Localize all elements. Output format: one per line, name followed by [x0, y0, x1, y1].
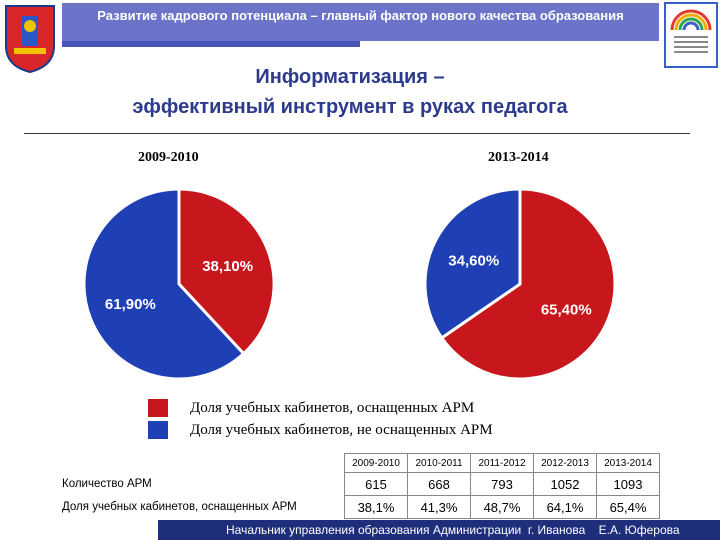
- table-row: Количество АРМ 615 668 793 1052 1093: [62, 472, 660, 496]
- table-cell: 41,3%: [407, 495, 471, 519]
- table-cell: 38,1%: [344, 495, 408, 519]
- footer-author-title: Начальник управления образования Админис…: [226, 523, 586, 537]
- table-cell: 48,7%: [470, 495, 534, 519]
- table-cell: 1093: [596, 472, 660, 496]
- table-cell: 64,1%: [533, 495, 597, 519]
- table-year: 2009-2010: [344, 453, 408, 473]
- footer-author-name: Е.А. Юферова: [598, 523, 680, 537]
- table-cell: 615: [344, 472, 408, 496]
- pie-slice: [177, 187, 276, 356]
- legend: Доля учебных кабинетов, оснащенных АРМ Д…: [148, 397, 493, 441]
- table-year: 2011-2012: [470, 453, 534, 473]
- header-stripe: [62, 41, 360, 47]
- table-cell: 668: [407, 472, 471, 496]
- stats-table: 2009-2010 2010-2011 2011-2012 2012-2013 …: [62, 453, 660, 519]
- pie-data-label: 38,10%: [202, 258, 253, 275]
- legend-swatch-equipped: [148, 399, 168, 417]
- title-line-1: Информатизация –: [255, 66, 445, 88]
- title-line-2: эффективный инструмент в руках педагога: [132, 96, 568, 118]
- header-title: Развитие кадрового потенциала – главный …: [97, 8, 624, 23]
- pie-data-label: 34,60%: [448, 253, 499, 270]
- table-year: 2010-2011: [407, 453, 471, 473]
- table-header-row: 2009-2010 2010-2011 2011-2012 2012-2013 …: [62, 453, 660, 473]
- legend-swatch-not-equipped: [148, 421, 168, 439]
- row-label: Количество АРМ: [62, 478, 152, 490]
- table-year: 2012-2013: [533, 453, 597, 473]
- pie-data-label: 65,40%: [541, 301, 592, 318]
- table-cell: 793: [470, 472, 534, 496]
- legend-label-not-equipped: Доля учебных кабинетов, не оснащенных АР…: [190, 421, 493, 438]
- table-cell: 65,4%: [596, 495, 660, 519]
- pie-slice: [82, 187, 246, 381]
- education-logo-icon: [664, 2, 718, 68]
- row-label: Доля учебных кабинетов, оснащенных АРМ: [62, 501, 297, 513]
- footer: Начальник управления образования Админис…: [158, 520, 720, 540]
- pie-title-2013: 2013-2014: [488, 150, 549, 165]
- title-divider: [24, 133, 690, 134]
- pie-title-2009: 2009-2010: [138, 150, 199, 165]
- pie-slice: [439, 187, 617, 381]
- pie-slice: [423, 187, 522, 340]
- legend-label-equipped: Доля учебных кабинетов, оснащенных АРМ: [190, 399, 475, 416]
- table-cell: 1052: [533, 472, 597, 496]
- page-title: Информатизация – эффективный инструмент …: [40, 62, 660, 122]
- table-corner: [62, 454, 345, 473]
- table-row: Доля учебных кабинетов, оснащенных АРМ 3…: [62, 495, 660, 519]
- table-year: 2013-2014: [596, 453, 660, 473]
- pie-data-label: 61,90%: [105, 296, 156, 313]
- legend-item-equipped: Доля учебных кабинетов, оснащенных АРМ: [148, 397, 493, 419]
- header-bar: [62, 3, 659, 41]
- legend-item-not-equipped: Доля учебных кабинетов, не оснащенных АР…: [148, 419, 493, 441]
- city-emblem-icon: [5, 5, 55, 74]
